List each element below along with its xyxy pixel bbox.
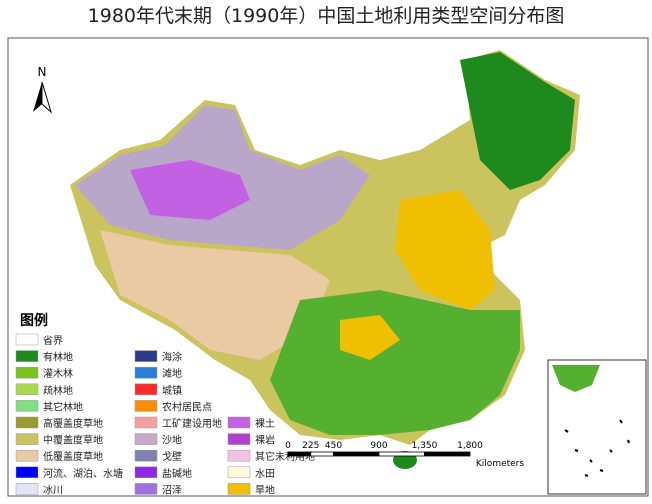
sichuan-basin <box>340 315 400 360</box>
map-frame <box>7 37 649 497</box>
legend-swatch <box>227 449 251 462</box>
scale-segment <box>378 451 425 457</box>
legend-swatch <box>134 433 158 445</box>
legend-swatch <box>15 366 39 379</box>
arrow-left <box>33 82 42 112</box>
legend-label: 河流、湖泊、水塘 <box>43 467 123 480</box>
legend-swatch <box>15 449 39 462</box>
legend-label: 海涂 <box>162 351 182 364</box>
scale-tick-label: 900 <box>370 441 387 451</box>
scale-unit: Kilometers <box>476 459 524 469</box>
inset-frame <box>547 359 647 495</box>
islands <box>564 419 630 477</box>
legend-swatch <box>134 466 158 479</box>
legend-label: 水田 <box>255 468 275 480</box>
legend-label: 低覆盖度草地 <box>43 450 103 463</box>
legend-label: 省界 <box>43 334 63 347</box>
legend-swatch <box>15 466 39 479</box>
legend-label: 沙地 <box>162 434 182 447</box>
legend-swatch <box>227 466 251 479</box>
north-arrow: N <box>33 65 52 114</box>
legend-label: 盐碱地 <box>162 467 192 480</box>
scale-tick-label: 1,800 <box>457 441 483 451</box>
legend-label: 高覆盖度草地 <box>43 417 103 430</box>
legend: 省界有林地灌木林疏林地其它林地高覆盖度草地中覆盖度草地低覆盖度草地河流、湖泊、水… <box>15 333 315 496</box>
bare-land <box>130 160 250 220</box>
scale-tick-label: 225 <box>302 441 319 451</box>
legend-label: 中覆盖度草地 <box>43 434 103 447</box>
scale-tick-label: 450 <box>325 441 342 451</box>
inset-land <box>552 365 600 392</box>
legend-label: 冰川 <box>43 483 63 496</box>
legend-swatch <box>227 416 251 429</box>
legend-label: 有林地 <box>43 351 73 364</box>
scale-segment <box>424 451 471 457</box>
legend-label: 滩地 <box>162 367 182 380</box>
legend-swatch <box>15 483 39 495</box>
map-body <box>70 50 580 469</box>
legend-swatch <box>15 416 39 429</box>
legend-swatch <box>15 333 39 346</box>
map-title: 1980年代末期（1990年）中国土地利用类型空间分布图 <box>88 5 565 27</box>
legend-swatch <box>15 350 39 362</box>
legend-label: 农村居民点 <box>162 400 212 413</box>
legend-label: 裸土 <box>255 417 275 430</box>
scale-segment <box>287 451 312 457</box>
scale-segment <box>333 451 380 457</box>
scale-bar: 0 225 450 900 1,350 1,800 Kilometers <box>285 441 524 469</box>
legend-swatch <box>227 483 251 495</box>
south-forest <box>270 290 520 435</box>
legend-swatch <box>15 433 39 445</box>
legend-swatch <box>15 383 39 396</box>
legend-label: 灌木林 <box>43 367 73 380</box>
legend-label: 其它林地 <box>43 400 83 413</box>
legend-label: 城镇 <box>162 384 182 397</box>
legend-label: 工矿建设用地 <box>162 417 222 430</box>
inset-map <box>547 359 647 495</box>
legend-swatch <box>134 416 158 429</box>
legend-swatch <box>134 366 158 379</box>
scale-tick-label: 1,350 <box>412 441 438 451</box>
legend-swatch <box>134 483 158 495</box>
northeast-forest <box>460 52 575 190</box>
legend-label: 旱地 <box>255 483 275 496</box>
legend-swatch <box>134 449 158 462</box>
scale-tick-label: 0 <box>285 441 291 451</box>
legend-swatch <box>134 400 158 412</box>
legend-swatch <box>227 433 251 445</box>
legend-swatch <box>15 400 39 412</box>
legend-label: 沼泽 <box>162 483 182 496</box>
north-label: N <box>38 65 47 79</box>
legend-label: 疏林地 <box>43 384 73 397</box>
arrow-right <box>41 81 52 114</box>
scale-segment <box>310 451 334 457</box>
legend-swatch <box>134 383 158 396</box>
legend-swatch <box>134 350 158 362</box>
plateau-grassland <box>100 230 330 360</box>
legend-label: 裸岩 <box>255 434 275 447</box>
legend-title: 图例 <box>20 312 48 329</box>
north-plain <box>395 190 495 310</box>
legend-label: 戈壁 <box>162 450 182 463</box>
